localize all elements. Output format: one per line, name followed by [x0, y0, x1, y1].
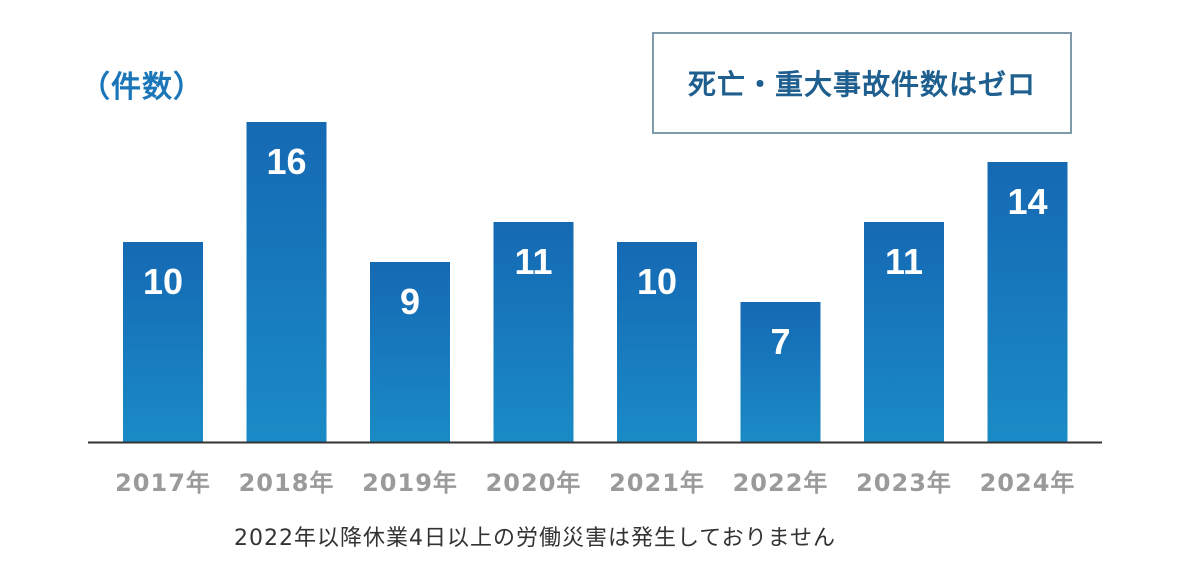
y-unit-label: （件数） [80, 70, 204, 105]
bar-value-label: 11 [514, 241, 552, 282]
bar-value-label: 14 [1007, 181, 1047, 222]
bar-2018年 [246, 122, 327, 442]
x-tick-label: 2020年 [486, 469, 582, 497]
bar-2022年 [740, 302, 821, 442]
x-tick-label: 2022年 [733, 469, 829, 497]
callout-box: 死亡・重大事故件数はゼロ [652, 32, 1072, 134]
x-tick-labels-group: 2017年 2018年 2019年 2020年 2021年 2022年 2023年 2024年 [115, 469, 1076, 497]
x-tick-label: 2021年 [609, 469, 705, 497]
x-tick-label: 2017年 [115, 469, 211, 497]
bar-2021年 [617, 242, 697, 442]
x-tick-label: 2024年 [980, 469, 1076, 497]
x-tick-label: 2018年 [239, 469, 335, 497]
bar-value-label: 7 [770, 321, 790, 362]
x-tick-label: 2019年 [362, 469, 458, 497]
bars-group [123, 122, 1068, 442]
bar-2023年 [864, 222, 944, 442]
bar-2024年 [987, 162, 1068, 442]
bar-value-label: 9 [400, 281, 420, 322]
bar-value-label: 10 [143, 261, 183, 302]
callout-text: 死亡・重大事故件数はゼロ [687, 68, 1036, 101]
bar-value-label: 16 [266, 141, 306, 182]
bar-value-label: 10 [637, 261, 677, 302]
bar-2017年 [123, 242, 203, 442]
value-labels-group: 10 16 9 11 10 7 11 14 [143, 141, 1048, 362]
bar-2019年 [370, 262, 450, 442]
x-tick-label: 2023年 [856, 469, 952, 497]
bar-value-label: 11 [885, 241, 923, 282]
bar-2020年 [493, 222, 574, 442]
footnote: 2022年以降休業4日以上の労働災害は発生しておりません [233, 526, 836, 551]
